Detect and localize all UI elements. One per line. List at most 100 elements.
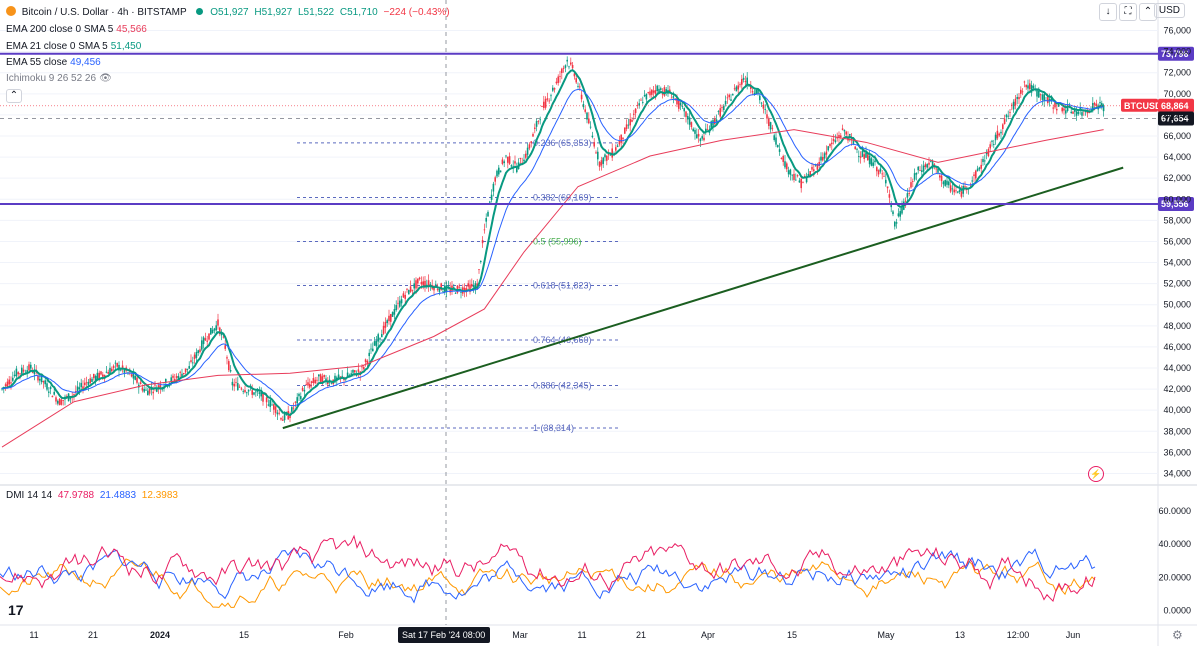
legend-ichimoku[interactable]: Ichimoku 9 26 52 26 👁 bbox=[6, 73, 112, 84]
last-price-label: 68,864 bbox=[1161, 101, 1189, 111]
candle-body bbox=[622, 137, 624, 140]
candle-body bbox=[602, 157, 604, 164]
candle-body bbox=[202, 337, 205, 345]
candle-body bbox=[220, 332, 223, 336]
candle-body bbox=[303, 389, 306, 392]
candle-body bbox=[237, 383, 239, 391]
candle-body bbox=[273, 404, 275, 410]
candle-body bbox=[145, 389, 147, 391]
fib-label: 0.618 (51,823) bbox=[533, 281, 592, 291]
candle-body bbox=[384, 321, 387, 328]
candle-body bbox=[80, 382, 82, 388]
price-tick-label: 42,000 bbox=[1163, 384, 1191, 394]
trendline bbox=[282, 166, 1124, 430]
fib-label: 0.382 (60,169) bbox=[533, 192, 592, 202]
candle-body bbox=[627, 124, 630, 126]
candle-body bbox=[283, 413, 286, 421]
candle-body bbox=[76, 386, 79, 392]
candle-body bbox=[728, 94, 730, 98]
candle-body bbox=[834, 140, 837, 143]
candle-body bbox=[935, 168, 937, 170]
candle-body bbox=[548, 100, 550, 102]
ohlc-open: O51,927 bbox=[210, 7, 249, 18]
candle-body bbox=[357, 369, 360, 372]
currency-selector[interactable]: USD bbox=[1153, 3, 1185, 18]
candle-body bbox=[51, 395, 54, 398]
price-tick-label: 76,000 bbox=[1163, 26, 1191, 36]
candle-body bbox=[703, 137, 705, 141]
collapse-legend-button[interactable]: ⌃ bbox=[6, 89, 22, 103]
candle-body bbox=[687, 115, 689, 120]
collapse-pane-button[interactable]: ⌃ bbox=[1139, 3, 1157, 21]
ema21-line bbox=[1, 69, 1104, 417]
candle-body bbox=[946, 180, 948, 185]
candle-body bbox=[13, 374, 16, 377]
candle-body bbox=[316, 379, 318, 381]
time-axis[interactable]: 11 21 2024 15 Feb Mar 11 21 Apr 15 May 13 12:00 Jun Sa… bbox=[29, 627, 1080, 643]
price-tick-label: 54,000 bbox=[1163, 258, 1191, 268]
candle-body bbox=[355, 374, 358, 376]
candle-body bbox=[957, 191, 959, 193]
candle-body bbox=[12, 377, 14, 381]
candle-body bbox=[642, 102, 644, 103]
maximize-button[interactable]: ⛶ bbox=[1119, 3, 1137, 21]
legend-ema21[interactable]: EMA 21 close 0 SMA 5 51,450 bbox=[6, 41, 142, 52]
candle-body bbox=[870, 158, 873, 166]
candle-body bbox=[883, 175, 885, 177]
legend-ema55[interactable]: EMA 55 close 49,456 bbox=[6, 57, 101, 68]
candle-body bbox=[910, 182, 912, 188]
candle-body bbox=[492, 183, 495, 192]
dmi-tick-label: 0.0000 bbox=[1163, 606, 1191, 616]
candle-body bbox=[379, 338, 381, 340]
ohlc-low: L51,522 bbox=[297, 7, 335, 18]
candle-body bbox=[1036, 89, 1038, 97]
horizontal-levels[interactable]: 73,796 59,556 BTCUSD 68,864 67,654 bbox=[0, 46, 1194, 211]
candle-body bbox=[984, 160, 986, 162]
arrow-down-icon: ↓ bbox=[1105, 6, 1111, 17]
legend-ema200[interactable]: EMA 200 close 0 SMA 5 45,566 bbox=[6, 24, 147, 35]
candle-body bbox=[481, 240, 484, 244]
candle-body bbox=[505, 155, 507, 157]
move-down-button[interactable]: ↓ bbox=[1099, 3, 1117, 21]
candle-body bbox=[224, 345, 226, 349]
candle-body bbox=[89, 378, 91, 384]
settings-gear-icon[interactable]: ⚙ bbox=[1172, 628, 1183, 642]
candle-body bbox=[634, 108, 637, 114]
candle-body bbox=[141, 387, 144, 391]
candle-body bbox=[818, 161, 820, 166]
candle-body bbox=[989, 144, 991, 149]
candle-body bbox=[645, 93, 648, 100]
candle-body bbox=[600, 160, 603, 166]
adx-line bbox=[0, 558, 1096, 608]
candle-body bbox=[922, 165, 925, 172]
candle-body bbox=[323, 375, 325, 377]
candle-body bbox=[885, 179, 887, 184]
eye-hidden-icon[interactable]: 👁 bbox=[99, 73, 112, 84]
candle-body bbox=[906, 193, 909, 198]
candle-body bbox=[219, 327, 221, 335]
price-tick-label: 40,000 bbox=[1163, 405, 1191, 415]
candle-body bbox=[240, 388, 243, 390]
dmi-legend[interactable]: DMI 14 14 47.9788 21.4883 12.3983 bbox=[6, 490, 178, 501]
tradingview-logo: 17 bbox=[8, 602, 24, 618]
candle-body bbox=[690, 122, 693, 128]
candle-body bbox=[508, 156, 511, 164]
fibonacci-retracement[interactable]: 0.236 (65,353) 0.382 (60,169) 0.5 (55,996)… bbox=[297, 138, 620, 433]
candle-body bbox=[832, 138, 835, 142]
candle-body bbox=[188, 366, 190, 369]
price-tick-label: 36,000 bbox=[1163, 447, 1191, 457]
price-axis[interactable]: 76,000 74,000 72,000 70,000 68,000 66,000 64,0… bbox=[1158, 26, 1191, 616]
candle-body bbox=[253, 392, 255, 395]
candle-body bbox=[1065, 110, 1067, 114]
candle-body bbox=[336, 377, 338, 380]
candle-body bbox=[1093, 102, 1096, 105]
candle-body bbox=[130, 374, 133, 377]
price-tick-label: 74,000 bbox=[1163, 47, 1191, 57]
candle-body bbox=[872, 162, 874, 166]
candle-body bbox=[192, 362, 194, 364]
crosshair-price-tag bbox=[1158, 111, 1194, 126]
lightning-icon[interactable]: ⚡ bbox=[1088, 466, 1104, 482]
candle-body bbox=[971, 180, 973, 182]
candle-body bbox=[105, 371, 108, 373]
